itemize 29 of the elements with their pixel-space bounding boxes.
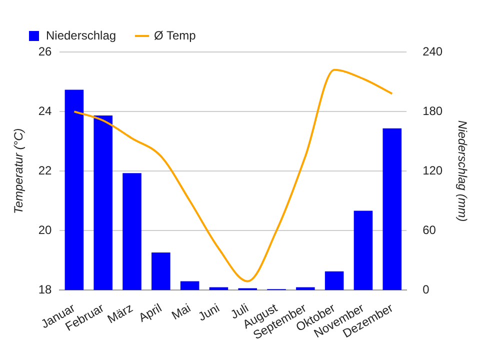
y-tick-label: 20: [38, 222, 52, 237]
legend-label: Ø Temp: [154, 28, 196, 42]
y-tick-label: 24: [38, 104, 52, 118]
bar: [152, 252, 170, 290]
legend-label: Niederschlag: [46, 28, 116, 42]
x-tick-label: März: [105, 300, 136, 326]
bar: [64, 90, 84, 290]
y-axis-title: Temperatur (°C): [12, 128, 26, 214]
line-series: [73, 68, 394, 282]
bar: [180, 281, 200, 290]
y2-tick-label: 180: [422, 104, 443, 118]
x-tick-label: Mai: [169, 300, 193, 323]
y-tick-label: 18: [38, 282, 52, 296]
x-tick-label: April: [136, 300, 164, 325]
x-tick-label: Juni: [196, 300, 222, 324]
bar: [209, 287, 228, 290]
bar: [324, 271, 344, 290]
bar: [94, 116, 112, 290]
y2-tick-label: 240: [422, 44, 443, 58]
bar: [296, 287, 315, 290]
bar: [122, 173, 142, 290]
y-tick-label: 22: [38, 163, 52, 178]
y-tick-label: 26: [38, 44, 52, 58]
bar: [382, 128, 402, 290]
y2-tick-label: 120: [422, 163, 443, 178]
y2-axis-title: Niederschlag (mm): [455, 120, 470, 222]
y2-tick-label: 0: [422, 282, 430, 296]
y2-tick-label: 60: [422, 222, 436, 237]
bar: [354, 210, 373, 290]
